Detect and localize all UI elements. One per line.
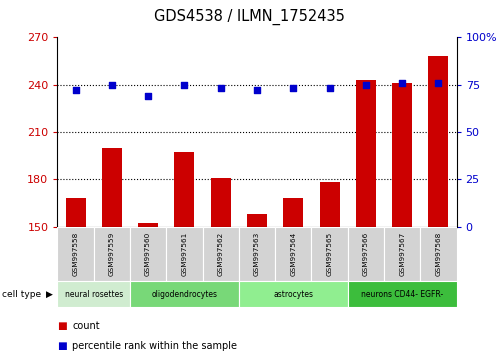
Bar: [175, 152, 195, 354]
FancyBboxPatch shape: [239, 281, 348, 307]
Text: GSM997567: GSM997567: [399, 232, 405, 276]
Bar: [319, 182, 339, 354]
FancyBboxPatch shape: [130, 281, 239, 307]
Point: [181, 82, 189, 87]
Bar: [211, 178, 231, 354]
Text: neurons CD44- EGFR-: neurons CD44- EGFR-: [361, 290, 443, 299]
FancyBboxPatch shape: [275, 227, 311, 281]
Text: GSM997562: GSM997562: [218, 232, 224, 276]
Text: GSM997559: GSM997559: [109, 232, 115, 276]
Text: percentile rank within the sample: percentile rank within the sample: [72, 341, 238, 351]
Text: GSM997560: GSM997560: [145, 232, 151, 276]
Text: GSM997564: GSM997564: [290, 232, 296, 276]
Bar: [247, 214, 267, 354]
FancyBboxPatch shape: [94, 227, 130, 281]
FancyBboxPatch shape: [384, 227, 420, 281]
Text: astrocytes: astrocytes: [273, 290, 313, 299]
FancyBboxPatch shape: [348, 281, 457, 307]
Bar: [65, 198, 85, 354]
Point: [253, 87, 261, 93]
FancyBboxPatch shape: [166, 227, 203, 281]
FancyBboxPatch shape: [239, 227, 275, 281]
Text: GSM997565: GSM997565: [326, 232, 332, 276]
Text: cell type: cell type: [2, 290, 41, 299]
Text: count: count: [72, 321, 100, 331]
Point: [144, 93, 152, 99]
FancyBboxPatch shape: [57, 281, 130, 307]
Point: [398, 80, 406, 85]
Bar: [102, 148, 122, 354]
Text: GSM997568: GSM997568: [436, 232, 442, 276]
Point: [71, 87, 79, 93]
Text: GSM997563: GSM997563: [254, 232, 260, 276]
Point: [217, 85, 225, 91]
Text: ■: ■: [57, 321, 67, 331]
FancyBboxPatch shape: [311, 227, 348, 281]
Text: GSM997558: GSM997558: [72, 232, 78, 276]
Text: ▶: ▶: [46, 290, 53, 299]
Point: [289, 85, 297, 91]
Text: ■: ■: [57, 341, 67, 351]
Point: [325, 85, 333, 91]
Point: [108, 82, 116, 87]
Bar: [429, 56, 449, 354]
Text: GSM997561: GSM997561: [182, 232, 188, 276]
Bar: [283, 198, 303, 354]
FancyBboxPatch shape: [203, 227, 239, 281]
FancyBboxPatch shape: [348, 227, 384, 281]
FancyBboxPatch shape: [57, 227, 94, 281]
Bar: [356, 80, 376, 354]
Point: [435, 80, 443, 85]
FancyBboxPatch shape: [420, 227, 457, 281]
Text: GDS4538 / ILMN_1752435: GDS4538 / ILMN_1752435: [154, 9, 345, 25]
Point: [362, 82, 370, 87]
Bar: [138, 223, 158, 354]
Bar: [392, 83, 412, 354]
Text: neural rosettes: neural rosettes: [64, 290, 123, 299]
FancyBboxPatch shape: [130, 227, 166, 281]
Text: GSM997566: GSM997566: [363, 232, 369, 276]
Text: oligodendrocytes: oligodendrocytes: [151, 290, 218, 299]
